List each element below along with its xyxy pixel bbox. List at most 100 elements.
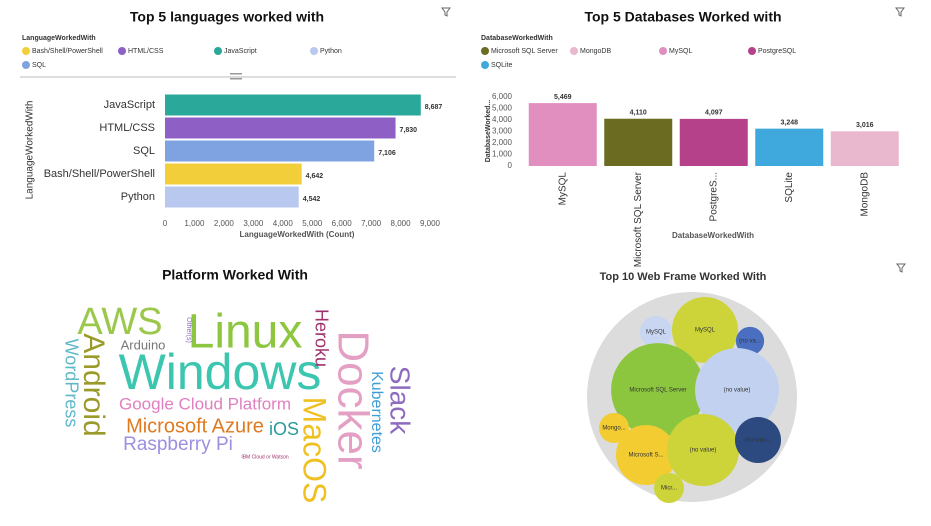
resize-handle — [230, 78, 242, 80]
legend-marker — [22, 61, 30, 69]
y-tick-label: 5,000 — [492, 104, 513, 113]
bubble-label: Microsoft SQL Server — [629, 388, 686, 394]
legend-label: MongoDB — [580, 48, 611, 55]
word: Linux — [188, 306, 303, 359]
legend-label: Bash/Shell/PowerShell — [32, 48, 103, 55]
word: Other(s) — [185, 317, 192, 343]
bubble — [671, 296, 739, 364]
y-tick-label: 0 — [508, 161, 513, 170]
bar — [165, 186, 299, 208]
bar — [165, 117, 396, 139]
legend-marker — [481, 47, 489, 55]
value-label: 8,687 — [425, 104, 443, 111]
word: Heroku — [311, 309, 331, 367]
word: Arduino — [121, 337, 166, 352]
bubble — [654, 473, 684, 503]
x-tick-label: SQLite — [784, 172, 795, 203]
legend-label: Python — [320, 48, 342, 55]
word: iOS — [269, 419, 299, 439]
legend-title: DatabaseWorkedWith — [481, 35, 553, 42]
bar — [528, 103, 597, 166]
value-label: 7,830 — [400, 127, 418, 134]
y-tick-label: 4,000 — [492, 115, 513, 124]
y-tick-label: 3,000 — [492, 127, 513, 136]
x-tick-label: MySQL — [557, 172, 568, 206]
legend-marker — [118, 47, 126, 55]
bubble — [735, 326, 765, 356]
bar — [165, 163, 302, 185]
value-label: 4,542 — [303, 196, 321, 203]
value-label: 4,097 — [705, 110, 723, 117]
filter-icon[interactable] — [896, 263, 906, 273]
word: Docker — [328, 330, 377, 469]
y-tick-label: HTML/CSS — [99, 122, 155, 134]
word: Google Cloud Platform — [119, 394, 291, 413]
x-tick-label: 6,000 — [332, 219, 353, 228]
value-label: 4,110 — [630, 110, 647, 117]
bubble-label: Micr... — [661, 486, 677, 492]
bubble-label: Mongo... — [602, 426, 626, 432]
word: Raspberry Pi — [123, 434, 233, 455]
legend-label: HTML/CSS — [128, 48, 164, 55]
legend-title: LanguageWorkedWith — [22, 35, 96, 42]
bar — [679, 118, 748, 166]
bubble-label: Microsoft S... — [628, 453, 663, 459]
bubble — [611, 343, 705, 437]
y-axis-title: DatabaseWorked... — [485, 100, 492, 163]
legend-label: Microsoft SQL Server — [491, 48, 558, 55]
value-label: 3,016 — [856, 122, 874, 129]
y-tick-label: JavaScript — [104, 99, 155, 111]
chart-title: Top 10 Web Frame Worked With — [600, 271, 767, 283]
bubble — [616, 425, 676, 485]
bar — [165, 94, 421, 116]
bubble — [639, 315, 673, 349]
bubble — [734, 416, 782, 464]
y-tick-label: 1,000 — [492, 150, 513, 159]
word: Kubernetes — [368, 371, 385, 453]
filter-icon[interactable] — [441, 7, 451, 17]
x-tick-label: 4,000 — [273, 219, 294, 228]
legend-marker — [481, 61, 489, 69]
chart-title: Top 5 Databases Worked with — [584, 9, 781, 25]
resize-handle — [230, 73, 242, 75]
legend-marker — [214, 47, 222, 55]
legend-marker — [659, 47, 667, 55]
y-tick-label: 6,000 — [492, 92, 513, 101]
x-tick-label: 9,000 — [420, 219, 441, 228]
filter-icon[interactable] — [895, 7, 905, 17]
bubble-label: MySQL — [695, 328, 716, 334]
x-tick-label: MongoDB — [859, 172, 870, 217]
bar — [755, 128, 824, 166]
bubble — [666, 413, 740, 487]
legend-label: PostgreSQL — [758, 48, 796, 55]
x-axis-title: LanguageWorkedWith (Count) — [240, 230, 355, 239]
chart-title: Platform Worked With — [162, 267, 308, 283]
x-tick-label: 0 — [163, 219, 168, 228]
bubble-label: (no va... — [739, 339, 761, 345]
x-tick-label: 8,000 — [391, 219, 412, 228]
y-tick-label: 2,000 — [492, 138, 513, 147]
y-tick-label: Python — [121, 191, 155, 203]
x-tick-label: 3,000 — [243, 219, 264, 228]
word: Android — [77, 333, 110, 436]
legend-label: SQL — [32, 62, 46, 69]
value-label: 7,106 — [378, 150, 396, 157]
x-axis-title: DatabaseWorkedWith — [672, 231, 754, 240]
legend-marker — [310, 47, 318, 55]
word: IBM Cloud or Watson — [241, 454, 289, 460]
legend-separator — [20, 76, 456, 78]
bubble — [599, 413, 629, 443]
legend-marker — [570, 47, 578, 55]
x-tick-label: 7,000 — [361, 219, 382, 228]
legend-label: JavaScript — [224, 48, 257, 55]
legend-label: MySQL — [669, 48, 692, 55]
y-axis-title: LanguageWorkedWith — [25, 101, 36, 200]
y-tick-label: Bash/Shell/PowerShell — [44, 168, 155, 180]
chart-title: Top 5 languages worked with — [130, 9, 324, 25]
bar — [165, 140, 375, 162]
word: AWS — [77, 301, 162, 343]
word: Slack — [385, 366, 416, 435]
y-tick-label: SQL — [133, 145, 155, 157]
x-tick-label: 2,000 — [214, 219, 235, 228]
filter-icon[interactable] — [441, 7, 906, 273]
